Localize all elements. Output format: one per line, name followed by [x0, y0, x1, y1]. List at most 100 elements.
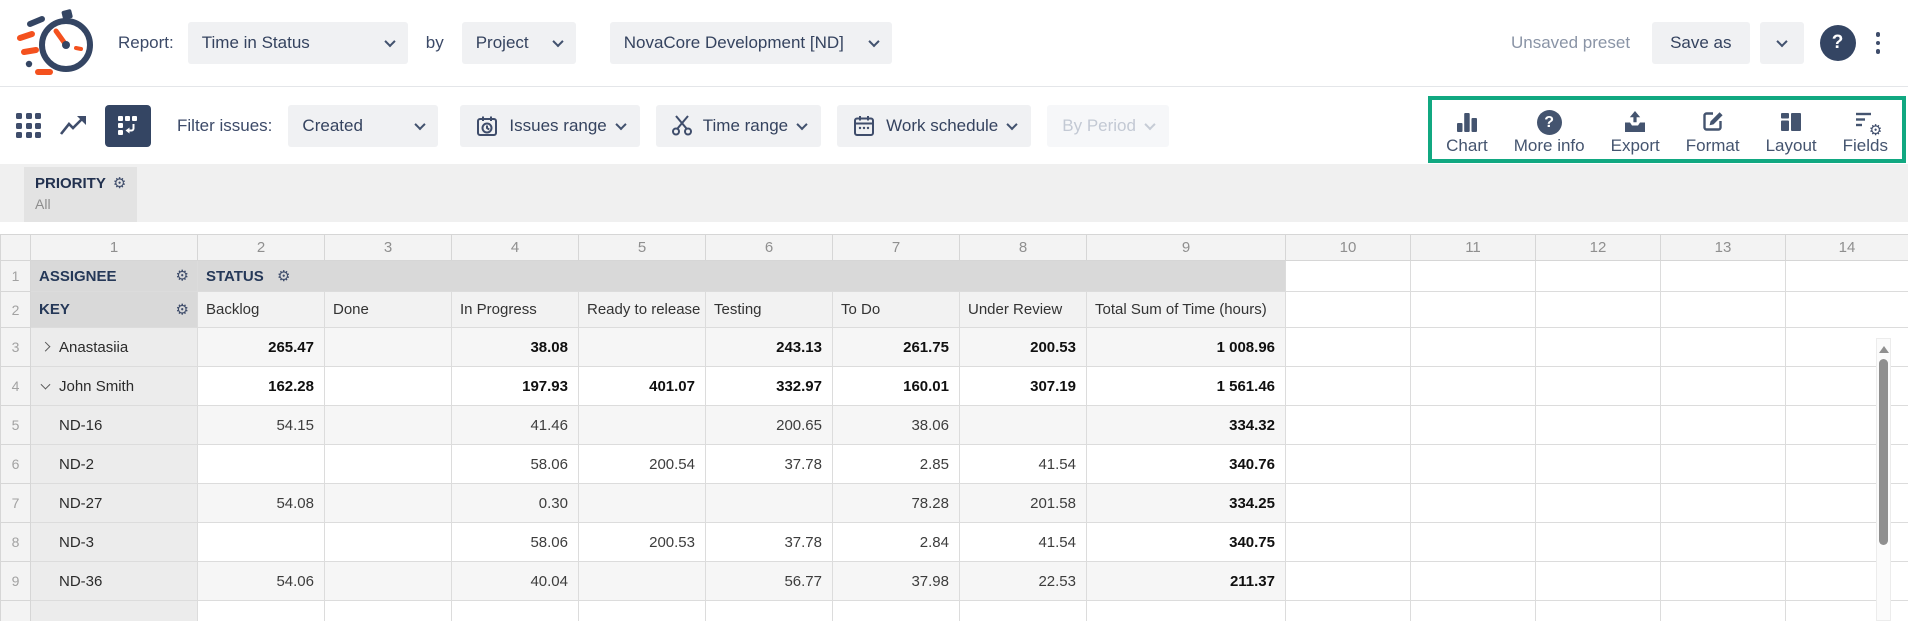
table-cell[interactable]: 334.25 [1087, 484, 1286, 523]
work-schedule-button[interactable]: Work schedule [837, 105, 1031, 147]
table-cell[interactable] [1411, 406, 1536, 445]
table-cell[interactable]: 340.75 [1087, 523, 1286, 562]
export-button[interactable]: Export [1611, 104, 1660, 157]
assignee-group-cell[interactable]: John Smith [31, 367, 198, 406]
table-cell[interactable] [325, 328, 452, 367]
priority-filter-chip[interactable]: PRIORITY ⚙ All [24, 167, 137, 222]
status-column-header[interactable]: To Do [833, 292, 960, 328]
table-cell[interactable] [1286, 406, 1411, 445]
vertical-scrollbar[interactable] [1876, 338, 1891, 621]
table-cell[interactable]: 340.76 [1087, 445, 1286, 484]
fields-button[interactable]: ⚙ Fields [1843, 104, 1888, 157]
status-column-header[interactable]: Under Review [960, 292, 1087, 328]
table-cell[interactable] [579, 562, 706, 601]
help-button[interactable]: ? [1820, 25, 1856, 61]
table-cell[interactable] [1536, 445, 1661, 484]
table-cell[interactable] [1087, 601, 1286, 621]
table-cell[interactable] [452, 601, 579, 621]
table-cell[interactable]: 40.04 [452, 562, 579, 601]
table-cell[interactable]: 2.85 [833, 445, 960, 484]
table-cell[interactable] [1286, 523, 1411, 562]
table-cell[interactable] [1661, 261, 1786, 292]
table-cell[interactable]: 200.65 [706, 406, 833, 445]
table-cell[interactable]: 78.28 [833, 484, 960, 523]
table-cell[interactable]: 41.54 [960, 445, 1087, 484]
table-cell[interactable] [325, 601, 452, 621]
format-button[interactable]: Format [1686, 104, 1740, 157]
table-cell[interactable] [1536, 328, 1661, 367]
table-cell[interactable] [1661, 328, 1786, 367]
table-cell[interactable]: 54.15 [198, 406, 325, 445]
table-cell[interactable]: 211.37 [1087, 562, 1286, 601]
chart-view-icon[interactable] [57, 112, 89, 140]
table-cell[interactable]: 332.97 [706, 367, 833, 406]
table-cell[interactable]: 22.53 [960, 562, 1087, 601]
table-cell[interactable] [325, 445, 452, 484]
table-cell[interactable] [1661, 484, 1786, 523]
issue-key-cell[interactable]: ND-36 [31, 562, 198, 601]
status-column-header[interactable]: Done [325, 292, 452, 328]
table-cell[interactable] [198, 445, 325, 484]
table-cell[interactable]: 265.47 [198, 328, 325, 367]
status-header-cell[interactable]: STATUS ⚙ [198, 261, 1286, 292]
status-column-header[interactable]: Backlog [198, 292, 325, 328]
table-cell[interactable]: 37.78 [706, 445, 833, 484]
table-cell[interactable]: 261.75 [833, 328, 960, 367]
issue-key-cell[interactable]: ND-2 [31, 445, 198, 484]
table-cell[interactable] [325, 523, 452, 562]
table-cell[interactable]: 56.77 [706, 562, 833, 601]
table-cell[interactable] [579, 406, 706, 445]
status-column-header[interactable]: Ready to release [579, 292, 706, 328]
assignee-header-cell[interactable]: ASSIGNEE ⚙ [31, 261, 198, 292]
issue-key-cell[interactable] [31, 601, 198, 621]
status-column-header[interactable]: In Progress [452, 292, 579, 328]
table-cell[interactable] [1536, 406, 1661, 445]
table-cell[interactable] [1661, 292, 1786, 328]
table-cell[interactable] [1286, 367, 1411, 406]
gear-icon[interactable]: ⚙ [176, 302, 189, 317]
table-cell[interactable]: 334.32 [1087, 406, 1286, 445]
table-cell[interactable] [198, 601, 325, 621]
chevron-down-icon[interactable] [41, 380, 51, 390]
table-cell[interactable]: 200.54 [579, 445, 706, 484]
layout-button[interactable]: Layout [1766, 104, 1817, 157]
table-cell[interactable] [1536, 562, 1661, 601]
table-cell[interactable] [1536, 261, 1661, 292]
table-cell[interactable] [1536, 367, 1661, 406]
table-cell[interactable] [1411, 367, 1536, 406]
table-cell[interactable] [1286, 484, 1411, 523]
table-cell[interactable] [1536, 484, 1661, 523]
table-cell[interactable]: 37.78 [706, 523, 833, 562]
table-cell[interactable] [1661, 406, 1786, 445]
table-cell[interactable] [706, 484, 833, 523]
pivot-view-button-selected[interactable] [105, 105, 151, 147]
table-cell[interactable] [579, 484, 706, 523]
table-cell[interactable] [1536, 523, 1661, 562]
table-cell[interactable]: 162.28 [198, 367, 325, 406]
chart-button[interactable]: Chart [1446, 104, 1488, 157]
table-cell[interactable] [1536, 292, 1661, 328]
scrollbar-thumb[interactable] [1879, 359, 1888, 545]
key-header-cell[interactable]: KEY ⚙ [31, 292, 198, 328]
table-cell[interactable]: 2.84 [833, 523, 960, 562]
table-cell[interactable] [1286, 445, 1411, 484]
table-cell[interactable]: 200.53 [960, 328, 1087, 367]
table-cell[interactable]: 58.06 [452, 445, 579, 484]
issues-range-button[interactable]: Issues range [460, 105, 639, 147]
table-cell[interactable] [325, 562, 452, 601]
table-cell[interactable]: 160.01 [833, 367, 960, 406]
table-cell[interactable]: 1 008.96 [1087, 328, 1286, 367]
grid-view-icon[interactable] [16, 113, 41, 138]
table-cell[interactable]: 197.93 [452, 367, 579, 406]
issue-key-cell[interactable]: ND-27 [31, 484, 198, 523]
filter-issues-select[interactable]: Created [288, 105, 438, 147]
project-select[interactable]: NovaCore Development [ND] [610, 22, 892, 64]
table-cell[interactable]: 54.08 [198, 484, 325, 523]
table-cell[interactable] [1661, 445, 1786, 484]
more-menu-button[interactable] [1864, 24, 1893, 62]
table-cell[interactable] [1286, 261, 1411, 292]
more-info-button[interactable]: ? More info [1514, 104, 1585, 157]
table-cell[interactable]: 41.46 [452, 406, 579, 445]
table-cell[interactable] [1411, 445, 1536, 484]
table-cell[interactable] [1786, 261, 1908, 292]
